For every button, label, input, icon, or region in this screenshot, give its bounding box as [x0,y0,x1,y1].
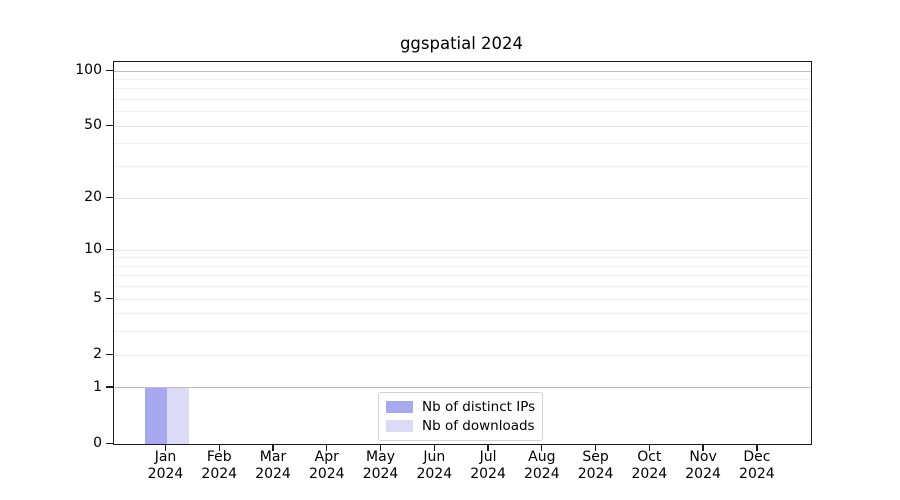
x-axis-tick-label: May 2024 [362,449,399,482]
gridline-major [114,249,811,251]
gridline-minor [114,79,811,81]
legend: Nb of distinct IPs Nb of downloads [378,392,543,441]
bar-jan-downloads [166,387,189,444]
chart-title: ggspatial 2024 [399,34,524,53]
legend-swatch-distinct-ips [386,400,413,413]
x-tick-mark [326,444,328,451]
y-axis-tick-label: 10 [84,241,102,258]
y-tick-mark [106,248,113,251]
x-axis-tick-label: Nov 2024 [685,449,721,482]
gridline-emphasized [114,70,811,72]
x-axis-tick-label: Feb 2024 [201,449,238,482]
x-axis-tick-label: Apr 2024 [308,449,345,482]
y-tick-mark [106,386,113,388]
y-tick-mark [106,353,113,356]
legend-row-distinct-ips: Nb of distinct IPs [386,397,535,416]
gridline-major [114,298,811,300]
gridline-major [114,197,811,199]
x-axis-tick-label: Aug 2024 [523,449,560,482]
gridline-minor [114,331,811,333]
x-tick-mark [702,444,704,451]
x-axis-tick-label: Mar 2024 [255,449,291,482]
y-axis-tick-label: 0 [93,435,102,451]
gridline-minor [114,111,811,113]
x-axis-tick-label: Jun 2024 [416,449,453,482]
y-axis-tick-label: 100 [75,62,102,79]
gridline-minor [114,286,811,288]
x-axis-tick-label: Dec 2024 [739,449,775,482]
gridline-minor [114,275,811,277]
x-tick-mark [218,444,220,451]
x-tick-mark [594,444,597,451]
x-tick-mark [433,444,435,451]
gridline-major [114,354,811,356]
gridline-minor [114,257,811,259]
x-tick-mark [756,444,758,451]
gridline-minor [114,88,811,90]
legend-swatch-downloads [386,419,413,432]
x-tick-mark [272,444,274,451]
y-tick-mark [106,196,113,198]
x-axis-tick-label: Oct 2024 [631,449,668,482]
y-axis-tick-label: 1 [93,378,102,395]
legend-label-distinct-ips: Nb of distinct IPs [422,398,536,415]
x-axis-tick-label: Sep 2024 [577,449,614,482]
y-tick-mark [106,442,113,444]
gridline-minor [114,143,811,145]
gridline-minor [114,265,811,267]
gridline-minor [114,313,811,315]
x-tick-mark [541,444,543,451]
x-axis-tick-label: Jul 2024 [470,449,506,482]
plot-area [113,61,812,445]
y-axis-tick-label: 5 [93,290,102,307]
y-tick-mark [106,124,113,127]
gridline-emphasized [114,387,811,389]
y-tick-mark [106,297,113,300]
y-axis-tick-label: 50 [84,117,102,134]
x-tick-mark [379,444,382,451]
y-tick-mark [106,69,113,71]
x-axis-tick-label: Jan 2024 [147,449,184,482]
gridline-major [114,125,811,127]
gridline-minor [114,99,811,101]
y-axis-tick-label: 2 [93,346,102,363]
legend-label-downloads: Nb of downloads [422,417,535,434]
x-tick-mark [164,444,167,451]
gridline-minor [114,166,811,168]
y-axis-tick-label: 20 [84,189,102,205]
legend-row-downloads: Nb of downloads [386,416,535,435]
x-tick-mark [487,444,489,451]
bar-jan-distinct-ips [144,387,167,444]
x-tick-mark [648,444,650,451]
